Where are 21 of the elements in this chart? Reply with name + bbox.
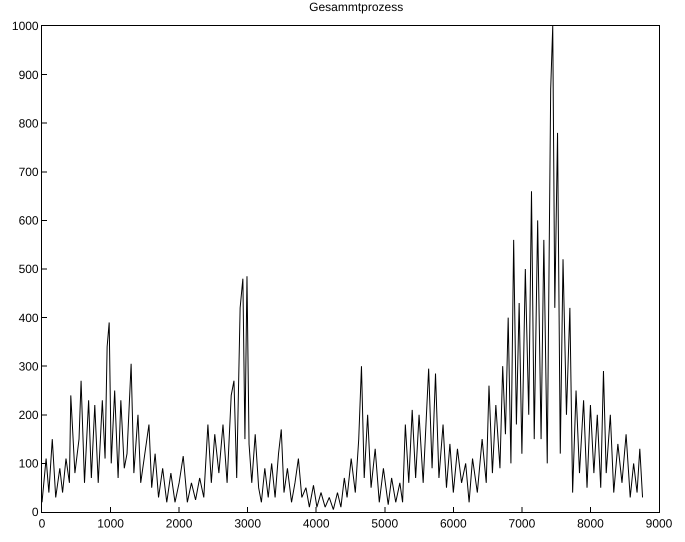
x-tick-label: 9000: [646, 516, 673, 530]
y-tick-label: 600: [18, 214, 39, 228]
y-tick-label: 900: [18, 68, 39, 82]
x-tick-label: 7000: [508, 516, 536, 530]
x-tick-label: 4000: [302, 516, 330, 530]
y-tick-label: 700: [18, 165, 39, 179]
x-tick-label: 2000: [166, 516, 193, 530]
x-tick-label: 5000: [371, 516, 398, 530]
y-tick-label: 500: [18, 262, 39, 276]
y-tick-label: 200: [18, 408, 39, 422]
y-tick-label: 300: [18, 359, 39, 374]
y-tick-label: 400: [18, 310, 39, 325]
x-tick-label: 1000: [97, 516, 124, 530]
x-tick-label: 3000: [234, 516, 262, 530]
chart-title: Gesammtprozess: [309, 0, 404, 14]
y-tick-label: 800: [18, 116, 39, 130]
y-tick-label: 1000: [12, 19, 39, 34]
x-tick-label: 6000: [440, 516, 467, 530]
y-tick-label: 100: [18, 456, 39, 471]
x-tick-label: 8000: [577, 516, 604, 530]
y-tick-label: 0: [32, 505, 39, 520]
